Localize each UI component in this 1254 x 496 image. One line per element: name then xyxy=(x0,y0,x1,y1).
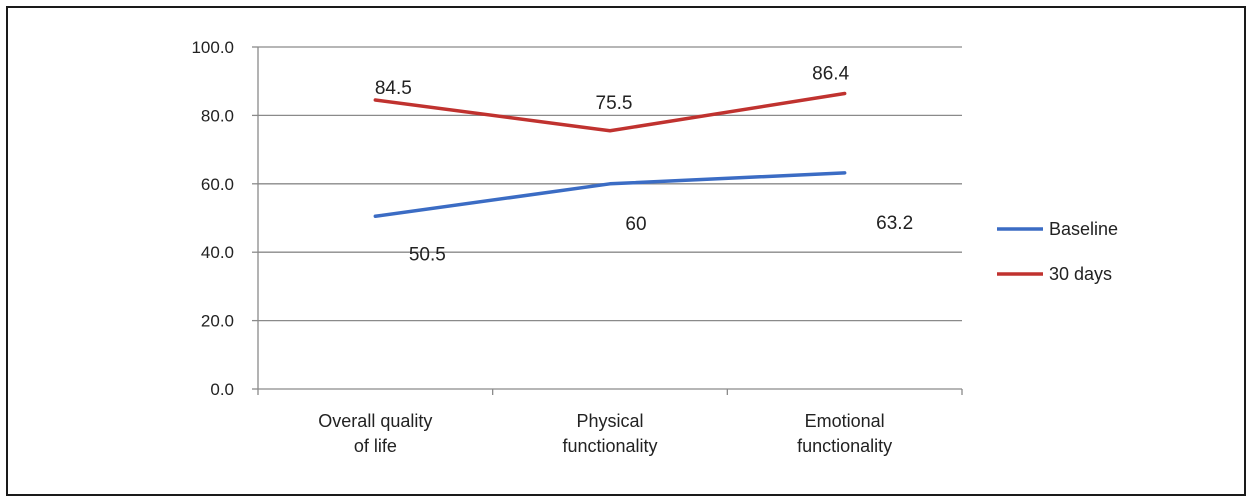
chart-frame xyxy=(6,6,1246,496)
x-category-label: of life xyxy=(354,436,397,456)
series-lines xyxy=(373,91,847,219)
y-tick-label: 0.0 xyxy=(210,380,234,399)
x-category-label: functionality xyxy=(562,436,657,456)
gridlines xyxy=(258,46,962,322)
data-label: 86.4 xyxy=(812,64,849,85)
series-line-baseline xyxy=(373,171,847,219)
x-category-labels: Overall quality of life Physical functional… xyxy=(318,411,892,456)
data-labels: 50.5 60 63.2 84.5 75.5 86.4 xyxy=(375,64,913,266)
axes xyxy=(252,46,963,395)
legend-label: 30 days xyxy=(1049,264,1112,284)
data-label: 75.5 xyxy=(596,93,633,114)
data-label: 50.5 xyxy=(409,244,446,265)
y-tick-labels: 0.0 20.0 40.0 60.0 80.0 100.0 xyxy=(191,38,234,399)
data-label: 84.5 xyxy=(375,78,412,99)
series-line-30-days xyxy=(373,91,847,133)
y-tick-label: 80.0 xyxy=(201,106,234,125)
x-category-label: Overall quality xyxy=(318,411,432,431)
data-label: 63.2 xyxy=(876,213,913,234)
y-tick-label: 100.0 xyxy=(191,38,234,57)
data-label: 60 xyxy=(625,214,646,235)
legend: Baseline 30 days xyxy=(997,219,1118,284)
legend-label: Baseline xyxy=(1049,219,1118,239)
x-category-label: Emotional xyxy=(805,411,885,431)
x-category-label: Physical xyxy=(576,411,643,431)
x-category-label: functionality xyxy=(797,436,892,456)
y-tick-label: 20.0 xyxy=(201,312,234,331)
y-tick-label: 40.0 xyxy=(201,243,234,262)
y-tick-label: 60.0 xyxy=(201,175,234,194)
